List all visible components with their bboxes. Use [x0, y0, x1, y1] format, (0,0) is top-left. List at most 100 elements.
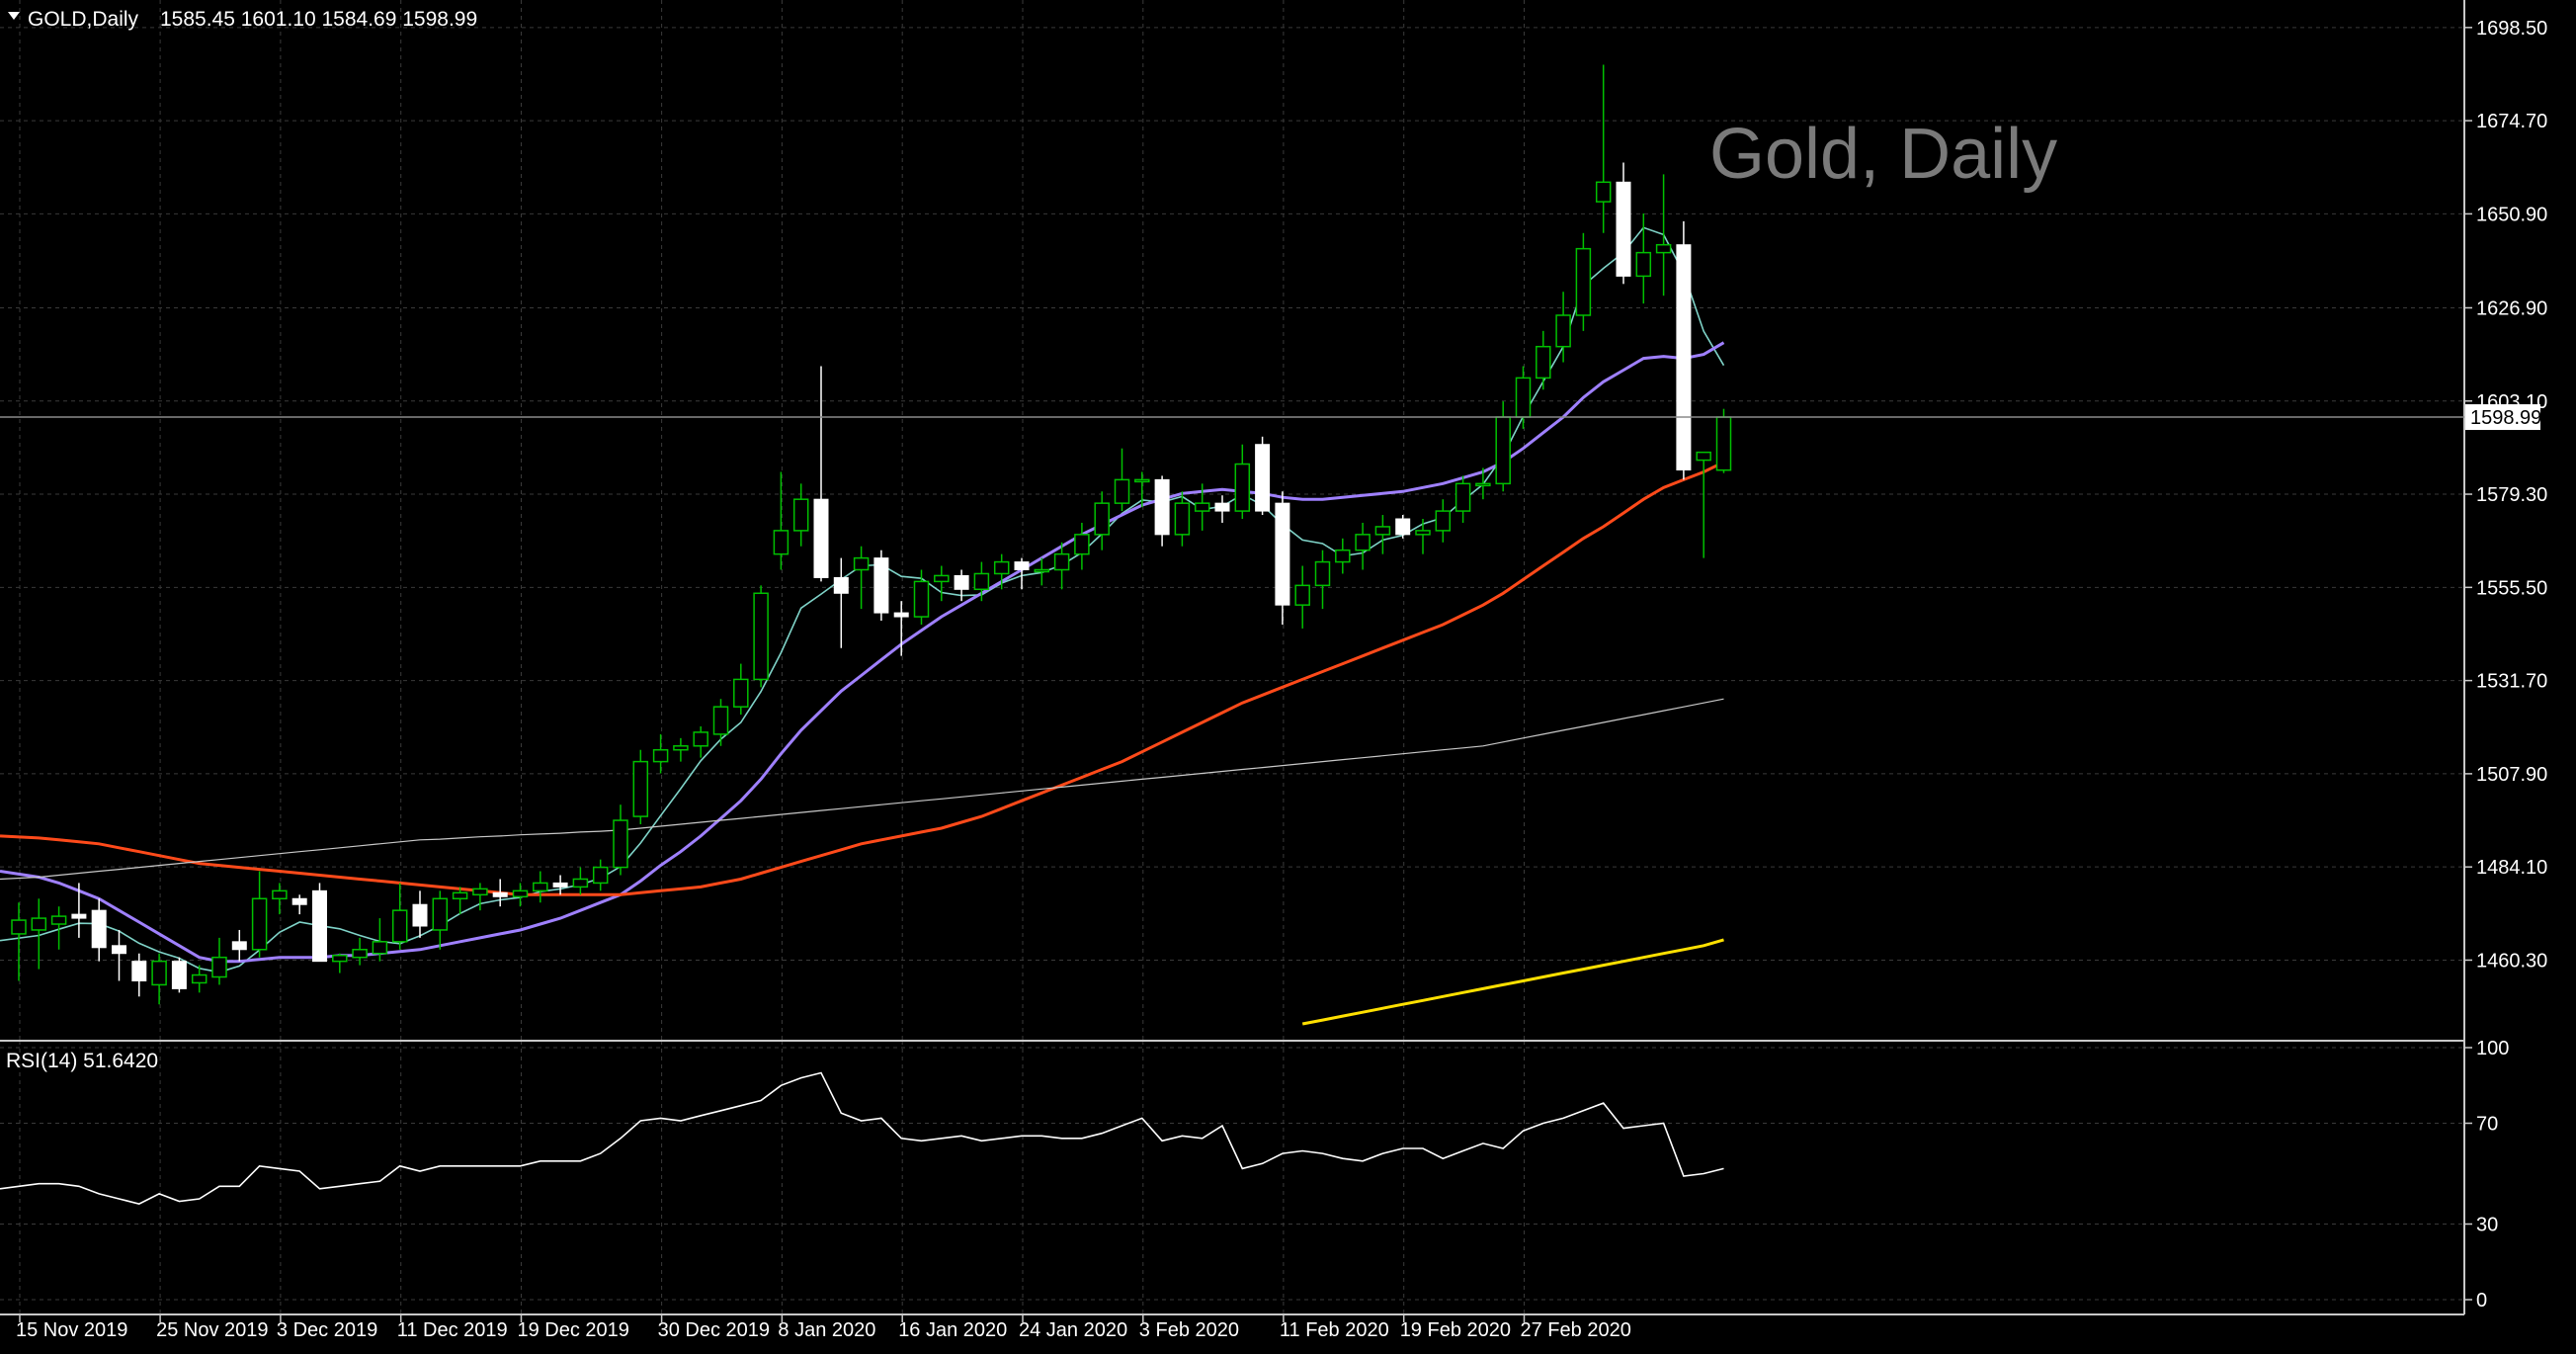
candle-body-bull	[1475, 482, 1491, 487]
price-tick-label: 1484.10	[2476, 857, 2547, 879]
candle-body-bull	[1415, 530, 1431, 536]
candle-body-bull	[913, 580, 930, 618]
candle-body-bull	[1194, 502, 1210, 512]
candle-body-bear	[131, 961, 147, 981]
candle-body-bull	[1053, 552, 1070, 571]
candle-body-bull	[652, 748, 669, 763]
candle-body-bull	[452, 891, 468, 900]
candle-body-bull	[391, 909, 408, 943]
price-tick-label: 1460.30	[2476, 950, 2547, 972]
candle-body-bear	[112, 945, 126, 955]
candle-body-bear	[552, 882, 568, 888]
candle-body-bull	[11, 919, 27, 935]
symbol-label: GOLD,Daily	[28, 8, 139, 31]
candle-body-bull	[272, 889, 288, 900]
time-tick-label: 24 Jan 2020	[1019, 1319, 1127, 1341]
candle-body-bear	[171, 961, 187, 989]
chart-header: GOLD,Daily 1585.45 1601.10 1584.69 1598.…	[8, 8, 477, 31]
candle-body-bear	[312, 889, 327, 963]
candle-body-bear	[91, 909, 107, 949]
candle-body-bull	[1495, 416, 1511, 485]
candle-body-bear	[954, 574, 969, 590]
candle-body-bear	[893, 612, 909, 618]
candle-body-bull	[733, 678, 749, 708]
candle-body-bull	[993, 560, 1010, 575]
time-tick-label: 8 Jan 2020	[778, 1319, 875, 1341]
candle-body-bull	[372, 941, 388, 955]
ma_mid-line	[0, 341, 1725, 964]
time-tick-label: 11 Feb 2020	[1280, 1319, 1389, 1341]
candle-body-bull	[572, 878, 589, 889]
candle-body-bear	[1616, 181, 1631, 277]
price-axis[interactable]: 1698.501674.701650.901626.901603.101579.…	[2464, 18, 2547, 973]
candle-body-bull	[1555, 314, 1571, 348]
rsi-tick-label: 70	[2476, 1114, 2498, 1136]
candle-body-bull	[1575, 247, 1592, 316]
candle-body-bear	[412, 903, 428, 927]
candle-body-bull	[1335, 549, 1351, 563]
price-tick-label: 1698.50	[2476, 18, 2547, 40]
candle-body-bull	[1114, 478, 1130, 504]
candle-body-bull	[332, 954, 348, 963]
rsi-label: RSI(14) 51.6420	[6, 1050, 158, 1072]
price-tick-label: 1674.70	[2476, 111, 2547, 132]
candle-body-bull	[1715, 416, 1732, 471]
candle-body-bull	[352, 949, 368, 959]
candle-body-bear	[492, 891, 508, 897]
candle-body-bull	[1435, 510, 1452, 532]
candle-body-bull	[934, 574, 950, 583]
candle-body-bull	[512, 889, 529, 898]
current-price-label: 1598.99	[2470, 407, 2541, 429]
candle-body-bull	[1294, 584, 1310, 606]
candle-body-bull	[211, 956, 227, 978]
candle-body-bull	[792, 498, 809, 532]
candle-body-bull	[1314, 560, 1331, 587]
price-tick-label: 1555.50	[2476, 577, 2547, 599]
collapse-triangle-icon[interactable]	[8, 12, 20, 20]
rsi-line	[0, 1071, 1724, 1205]
candle-body-bull	[1635, 251, 1652, 278]
candle-body-bear	[231, 941, 247, 951]
candle-body-bull	[753, 592, 769, 681]
current-price-box	[2465, 404, 2540, 431]
time-axis[interactable]: 15 Nov 2019 25 Nov 2019 3 Dec 2019 11 Dec 2…	[16, 1314, 1631, 1341]
rsi-grid	[0, 1041, 2464, 1314]
candle-body-bear	[1255, 444, 1271, 512]
candle-body-bear	[71, 913, 87, 919]
current-price-tag: 1598.99	[2465, 404, 2541, 431]
candle-body-bull	[1515, 377, 1532, 418]
candle-body-bull	[31, 917, 47, 931]
candle-body-bear	[813, 498, 829, 578]
candle-body-bull	[472, 888, 488, 896]
chart-watermark: Gold, Daily	[1709, 115, 2057, 194]
candle-body-bull	[1355, 534, 1371, 551]
time-tick-label: 3 Feb 2020	[1139, 1319, 1239, 1341]
candle-body-bull	[853, 556, 870, 571]
time-tick-label: 3 Dec 2019	[277, 1319, 377, 1341]
time-tick-label: 19 Dec 2019	[518, 1319, 629, 1341]
candle-body-bear	[1275, 502, 1290, 606]
candle-body-bull	[432, 897, 449, 931]
candle-body-bull	[1034, 568, 1050, 573]
candle-body-bear	[291, 897, 307, 905]
candle-body-bull	[712, 706, 729, 735]
candle-body-bull	[973, 572, 990, 591]
rsi-indicator	[0, 1071, 1724, 1205]
candle-body-bull	[773, 530, 789, 555]
candle-body-bull	[613, 819, 628, 869]
candle-body-bull	[1094, 502, 1110, 536]
ma_longest-line	[1301, 938, 1724, 1026]
rsi-tick-label: 30	[2476, 1215, 2498, 1236]
rsi-axis[interactable]: 100 70 30 0	[2464, 1038, 2509, 1312]
time-tick-label: 11 Dec 2019	[397, 1319, 508, 1341]
candle-body-bull	[251, 897, 268, 951]
candle-body-bull	[1454, 482, 1471, 512]
time-tick-label: 30 Dec 2019	[658, 1319, 770, 1341]
time-tick-label: 16 Jan 2020	[898, 1319, 1007, 1341]
candle-body-bull	[191, 973, 208, 984]
price-tick-label: 1650.90	[2476, 204, 2547, 225]
price-tick-label: 1579.30	[2476, 484, 2547, 506]
candles	[11, 64, 1732, 1005]
